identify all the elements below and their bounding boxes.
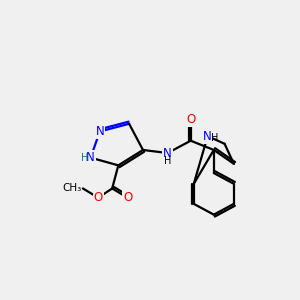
Text: N: N [203, 130, 212, 142]
Text: H: H [164, 156, 171, 166]
Text: N: N [163, 146, 172, 160]
Text: O: O [186, 113, 195, 126]
Text: H: H [81, 153, 88, 164]
Text: H: H [211, 134, 218, 143]
Text: CH₃: CH₃ [62, 184, 81, 194]
Text: O: O [94, 191, 103, 204]
Text: N: N [86, 151, 95, 164]
Text: N: N [95, 125, 104, 138]
Text: O: O [123, 191, 132, 204]
